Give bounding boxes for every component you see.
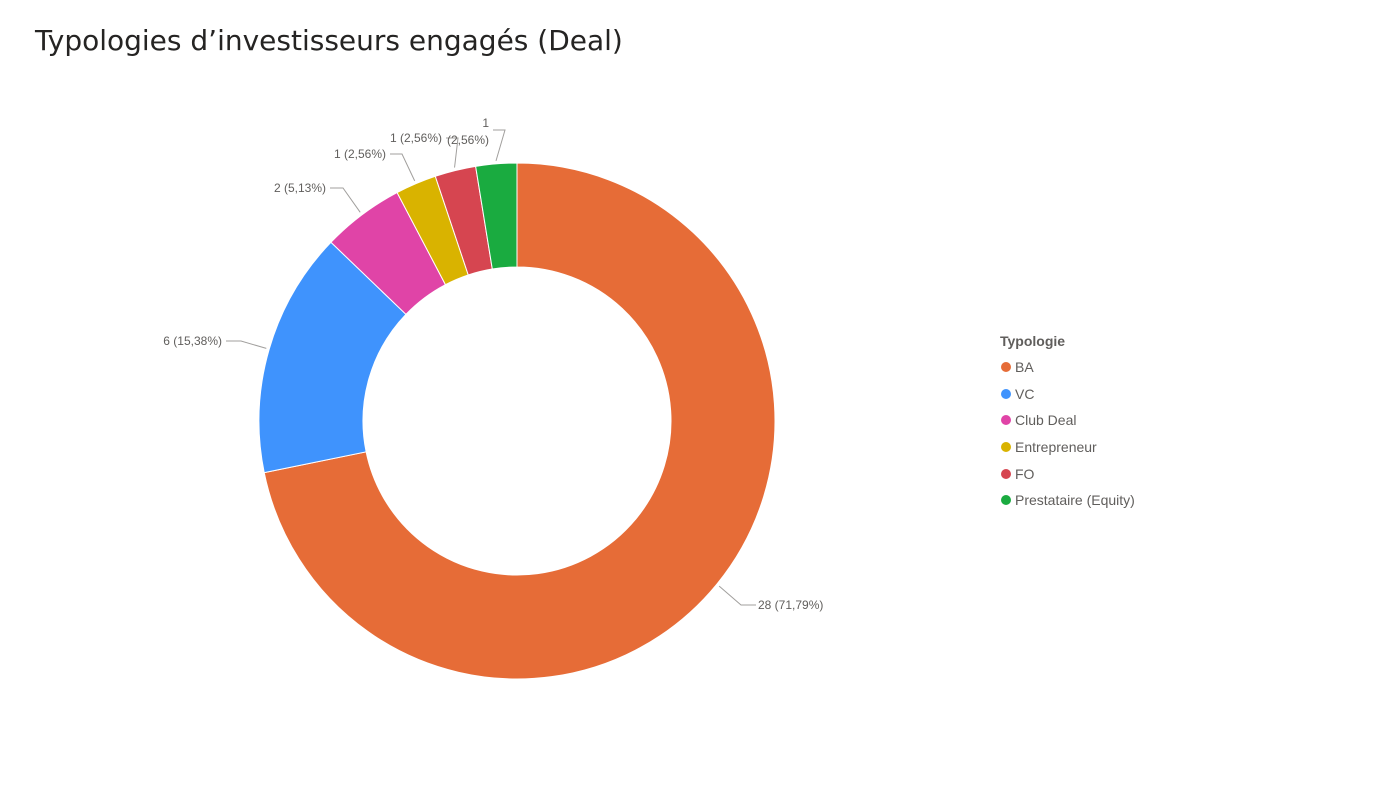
data-label-fo: 1 (2,56%) <box>390 131 442 145</box>
chart-title: Typologies d’investisseurs engagés (Deal… <box>35 24 623 57</box>
legend-item-prestataire-equity[interactable]: Prestataire (Equity) <box>1000 487 1135 514</box>
legend-label: Club Deal <box>1015 412 1077 429</box>
leaders-group <box>226 129 756 606</box>
legend-title: Typologie <box>1000 333 1066 349</box>
legend-item-fo[interactable]: FO <box>1000 460 1135 487</box>
legend-dot-icon <box>1001 388 1011 399</box>
leader-line-entrepreneur <box>390 153 416 182</box>
slice-ba[interactable] <box>263 162 776 680</box>
legend-label: BA <box>1015 359 1034 376</box>
legend-item-club-deal[interactable]: Club Deal <box>1000 407 1135 434</box>
legend-item-vc[interactable]: VC <box>1000 381 1135 408</box>
legend-item-entrepreneur[interactable]: Entrepreneur <box>1000 434 1135 461</box>
legend-label: FO <box>1015 465 1035 482</box>
data-label-prestataire-equity: 1 <box>482 116 489 130</box>
legend-item-ba[interactable]: BA <box>1000 354 1135 381</box>
legend-items: BA VC Club Deal Entrepreneur FO Prestataire (… <box>1000 354 1135 514</box>
labels-group: 28 (71,79%) 6 (15,38%) 2 (5,13%) 1 (2,56%) 1… <box>163 116 823 612</box>
data-label-entrepreneur: 1 (2,56%) <box>334 147 386 161</box>
data-label-club-deal: 2 (5,13%) <box>274 181 326 195</box>
legend-label: VC <box>1015 385 1035 402</box>
legend-dot-icon <box>1001 468 1011 479</box>
slices-group <box>258 162 776 680</box>
legend: Typologie BA VC Club Deal Entrepreneur FO Pre… <box>1000 333 1135 514</box>
legend-dot-icon <box>1001 362 1011 373</box>
legend-label: Prestataire (Equity) <box>1015 492 1135 509</box>
leader-line-ba <box>718 585 756 606</box>
data-label-vc: 6 (15,38%) <box>163 334 222 348</box>
slice-prestataire-equity[interactable] <box>475 162 518 270</box>
leader-line-prestataire-equity <box>493 129 506 161</box>
leader-line-fo <box>446 137 459 168</box>
legend-dot-icon <box>1001 415 1011 426</box>
legend-dot-icon <box>1001 442 1011 453</box>
leader-line-club-deal <box>330 187 361 213</box>
legend-label: Entrepreneur <box>1015 439 1097 456</box>
data-label-ba: 28 (71,79%) <box>758 598 823 612</box>
data-label-extra-prestataire-equity: (2,56%) <box>447 133 489 147</box>
legend-dot-icon <box>1001 495 1011 506</box>
leader-line-vc <box>226 340 267 349</box>
